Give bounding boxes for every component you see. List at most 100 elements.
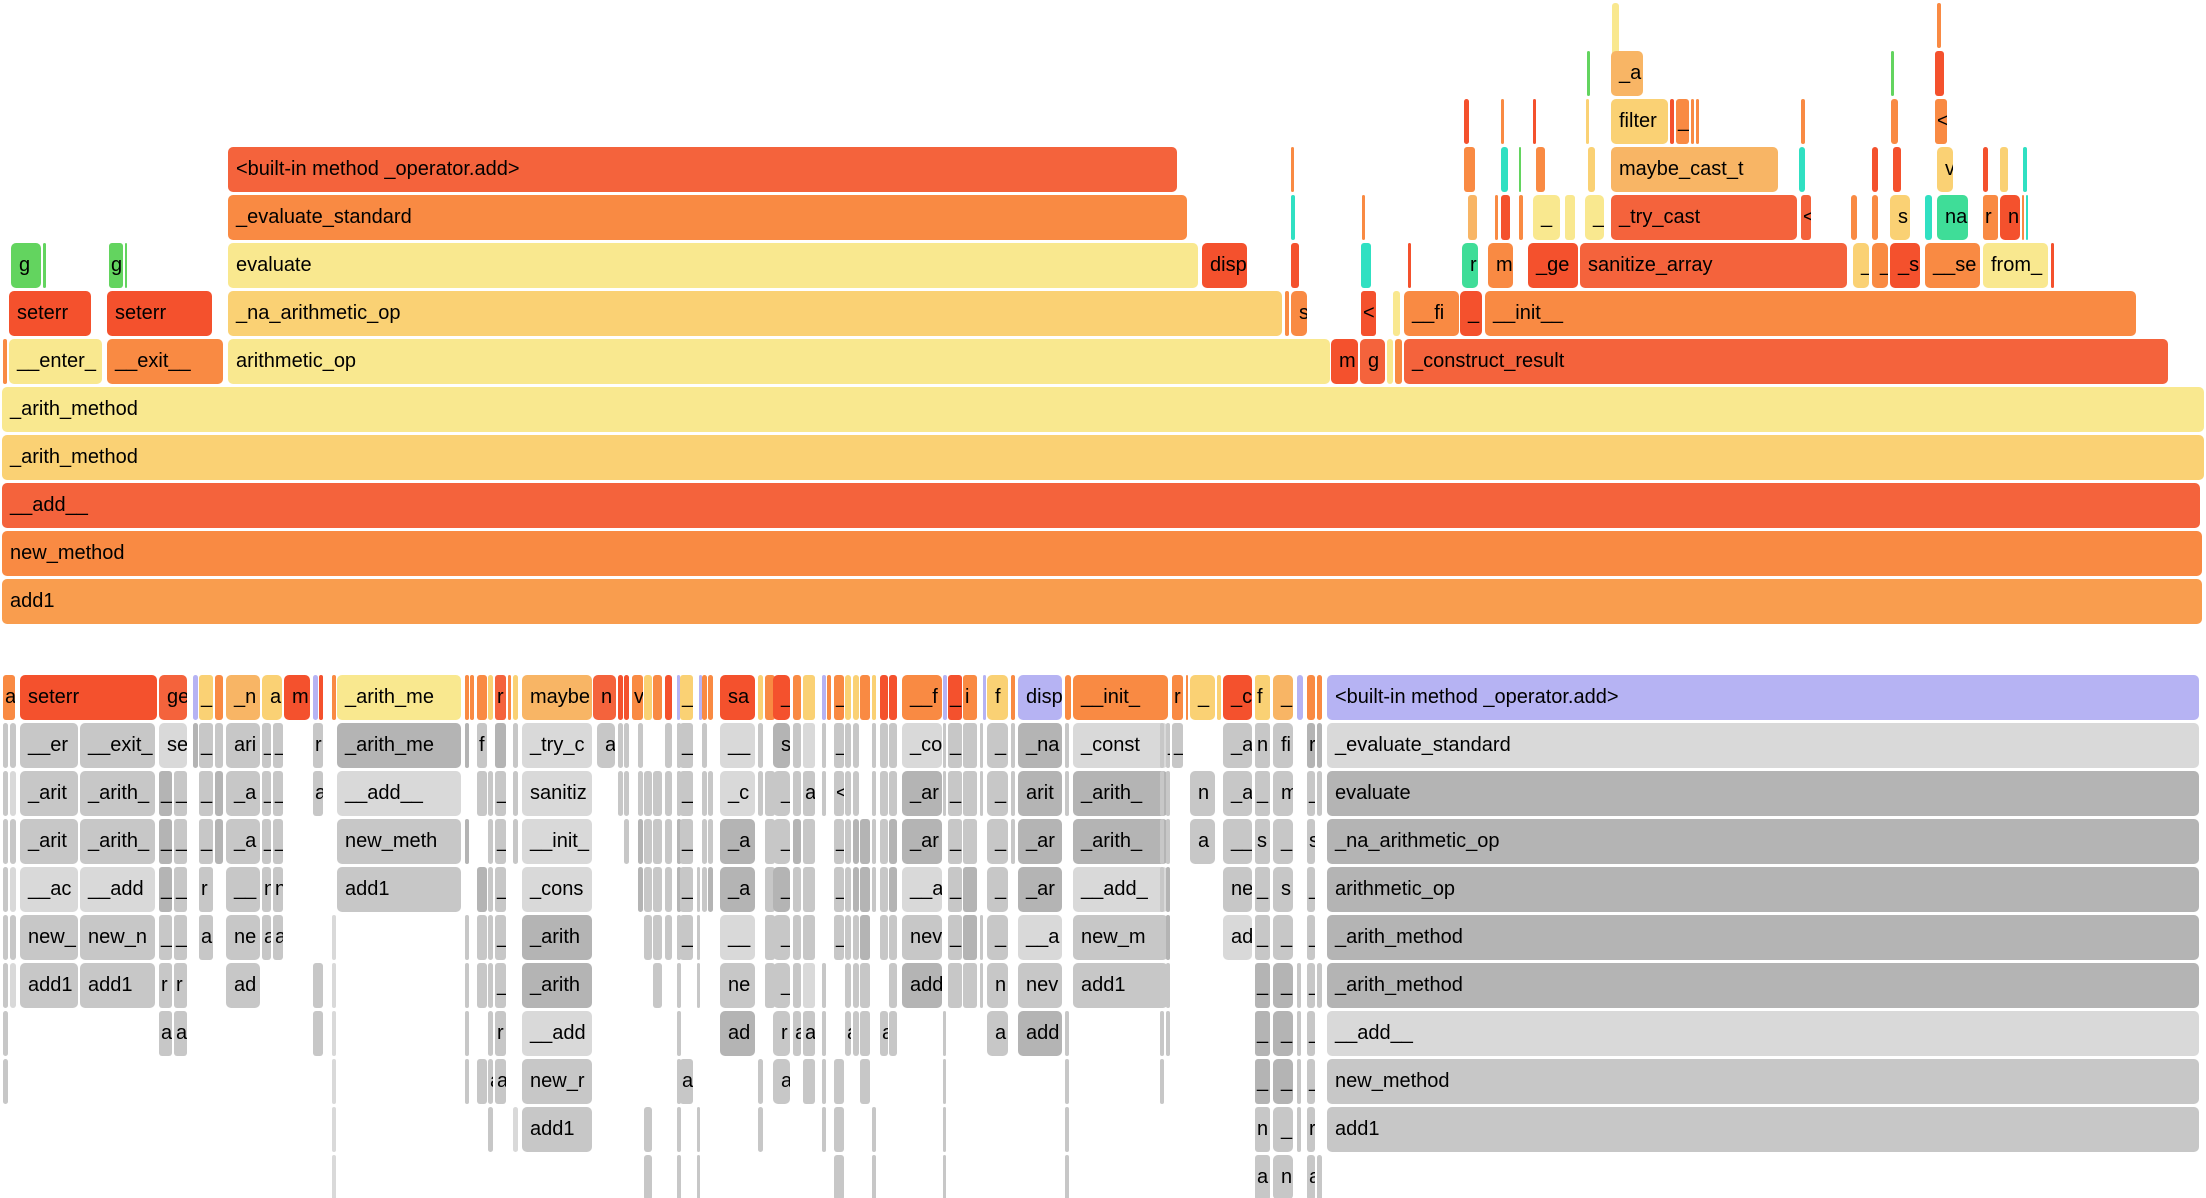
caller-frame-sliver[interactable]: _ (773, 819, 790, 864)
caller-header-sliver[interactable] (624, 675, 629, 720)
frame-sliver[interactable] (1935, 51, 1944, 96)
caller-frame-a[interactable]: a (845, 1011, 851, 1056)
frame-sliver[interactable] (1891, 99, 1898, 144)
caller-frame-sliver[interactable]: _ (159, 771, 172, 816)
caller-frame-a[interactable]: a (773, 1059, 790, 1104)
caller-frame-new-n[interactable]: new_n (80, 915, 155, 960)
frame-sliver[interactable] (1565, 195, 1575, 240)
caller-frame-sliver[interactable] (758, 1107, 763, 1152)
caller-frame-arith[interactable]: _arith_ (80, 771, 155, 816)
caller-frame-cons[interactable]: _cons (522, 867, 592, 912)
caller-frame-sliver[interactable]: _ (680, 819, 693, 864)
frame-sliver[interactable]: < (1935, 99, 1947, 144)
caller-frame-init[interactable]: __init_ (522, 819, 592, 864)
caller-frame-sliver[interactable] (872, 819, 876, 864)
caller-header-sliver[interactable] (488, 675, 493, 720)
frame-sliver[interactable] (1851, 195, 1857, 240)
frame-m[interactable]: m (1488, 243, 1513, 288)
caller-frame-arith[interactable]: _arith_ (1073, 819, 1168, 864)
caller-frame-sliver[interactable] (638, 771, 643, 816)
frame-add1[interactable]: add1 (2, 579, 2202, 624)
caller-frame-sliver[interactable] (758, 1059, 763, 1104)
caller-frame-sliver[interactable] (880, 771, 888, 816)
frame-disp[interactable]: disp (1202, 243, 1247, 288)
frame-sliver[interactable] (1983, 147, 1988, 192)
caller-frame-ari[interactable]: ari (226, 723, 260, 768)
caller-frame-sliver[interactable]: _ (199, 723, 213, 768)
caller-frame-sliver[interactable] (513, 819, 518, 864)
caller-frame-sliver[interactable] (834, 1059, 844, 1104)
caller-frame-sliver[interactable] (677, 915, 681, 960)
caller-frame-a[interactable]: a (495, 1059, 506, 1104)
frame-v[interactable]: v (1937, 147, 1953, 192)
frame-sliver[interactable] (1291, 147, 1294, 192)
caller-frame-new-meth[interactable]: new_meth (337, 819, 461, 864)
caller-header-sliver[interactable] (845, 675, 851, 720)
frame-na[interactable]: na (1937, 195, 1968, 240)
caller-header-sliver[interactable] (1317, 675, 1322, 720)
caller-frame-sliver[interactable]: _ (199, 819, 213, 864)
caller-frame-sliver[interactable] (963, 963, 977, 1008)
caller-frame-sliver[interactable] (980, 723, 983, 768)
caller-header-sliver[interactable] (1307, 675, 1315, 720)
caller-frame-sliver[interactable] (702, 819, 707, 864)
caller-frame-ne[interactable]: ne (1223, 867, 1252, 912)
frame-sliver[interactable] (1291, 243, 1299, 288)
caller-header-sliver[interactable] (765, 675, 775, 720)
caller-frame-sliver[interactable]: _ (1273, 915, 1293, 960)
caller-frame-sliver[interactable] (1065, 723, 1069, 768)
caller-frame-sliver[interactable]: _ (1273, 1059, 1293, 1104)
caller-frame-a[interactable]: a (880, 1011, 888, 1056)
caller-frame-sliver[interactable]: __ (226, 867, 260, 912)
caller-header-sliver[interactable] (943, 675, 947, 720)
caller-header-sliver[interactable]: _ (199, 675, 213, 720)
frame-sliver[interactable] (1291, 195, 1295, 240)
caller-frame-sliver[interactable]: _ (1166, 723, 1170, 768)
caller-frame-add1[interactable]: add1 (522, 1107, 592, 1152)
caller-frame-sliver[interactable] (943, 771, 946, 816)
caller-frame-sliver[interactable] (193, 723, 198, 768)
caller-frame-sliver[interactable] (638, 867, 643, 912)
caller-frame-new-m[interactable]: new_m (1073, 915, 1168, 960)
caller-frame-sliver[interactable] (980, 771, 983, 816)
caller-frame-sliver[interactable] (332, 1155, 336, 1198)
caller-header-r[interactable]: r (495, 675, 506, 720)
caller-frame-sliver[interactable] (477, 915, 487, 960)
caller-frame-sliver[interactable]: _ (680, 723, 693, 768)
caller-header-sliver[interactable] (1065, 675, 1071, 720)
caller-frame-sliver[interactable] (1297, 963, 1301, 1008)
caller-frame-sliver[interactable] (872, 771, 876, 816)
caller-header-n[interactable]: n (593, 675, 616, 720)
caller-frame-sliver[interactable] (1160, 915, 1164, 960)
frame-sliver[interactable] (1872, 195, 1878, 240)
caller-frame-sliver[interactable] (708, 771, 713, 816)
caller-frame-sliver[interactable] (465, 819, 469, 864)
frame-sliver[interactable] (1536, 147, 1545, 192)
caller-frame-sliver[interactable] (313, 1011, 323, 1056)
caller-header-sliver[interactable] (477, 675, 487, 720)
caller-header-i[interactable]: i (963, 675, 977, 720)
caller-header-ge[interactable]: ge (159, 675, 187, 720)
frame-exit[interactable]: __exit__ (107, 339, 223, 384)
caller-frame-sliver[interactable] (644, 819, 652, 864)
caller-header-sliver[interactable] (677, 675, 680, 720)
frame-sliver[interactable] (2026, 195, 2028, 240)
caller-header-sliver[interactable] (822, 675, 826, 720)
frame-sanitize-array[interactable]: sanitize_array (1580, 243, 1847, 288)
caller-frame-n[interactable]: n (1255, 723, 1270, 768)
caller-frame-sliver[interactable] (860, 963, 870, 1008)
caller-frame-sliver[interactable] (943, 1059, 946, 1104)
frame-sliver[interactable] (1408, 243, 1411, 288)
caller-frame-sliver[interactable]: _ (174, 771, 187, 816)
caller-header-sliver[interactable] (319, 675, 323, 720)
caller-frame-sliver[interactable]: _ (948, 771, 962, 816)
caller-frame-sliver[interactable] (677, 1011, 681, 1056)
caller-frame-a[interactable]: _a (273, 723, 283, 768)
caller-header-v[interactable]: v (632, 675, 643, 720)
frame-ge[interactable]: _ge (1528, 243, 1578, 288)
frame-sliver[interactable]: < (1361, 291, 1376, 336)
caller-frame-ac[interactable]: __ac (20, 867, 78, 912)
frame-sliver[interactable] (3, 339, 7, 384)
frame-sliver[interactable] (1495, 195, 1498, 240)
caller-frame-sliver[interactable] (803, 963, 815, 1008)
